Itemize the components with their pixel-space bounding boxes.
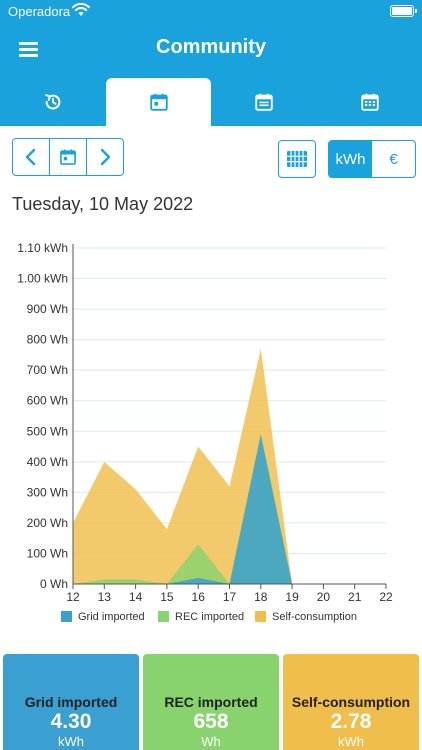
x-tick-label: 12 — [66, 590, 80, 604]
x-tick-label: 20 — [317, 590, 331, 604]
pick-date-button[interactable] — [50, 139, 87, 175]
card-unit: Wh — [201, 734, 221, 749]
clock-refresh-icon — [44, 94, 60, 110]
legend-swatch — [255, 611, 266, 622]
calendar-icon — [60, 149, 76, 165]
y-tick-label: 300 Wh — [27, 485, 68, 499]
legend-label[interactable]: REC imported — [175, 611, 244, 623]
x-tick-label: 22 — [379, 590, 393, 604]
card-grid-imported: Grid imported 4.30 kWh — [3, 654, 139, 750]
card-value: 4.30 — [50, 710, 92, 733]
menu-icon[interactable] — [18, 38, 40, 60]
status-bar: Operadora — [0, 0, 422, 24]
legend-swatch — [61, 611, 72, 622]
card-label: Grid imported — [24, 694, 118, 710]
y-tick-label: 100 Wh — [27, 546, 68, 560]
y-tick-label: 0 Wh — [40, 577, 68, 591]
x-tick-label: 13 — [98, 590, 112, 604]
calendar-list-icon — [254, 93, 273, 111]
calendar-month-icon — [360, 93, 379, 111]
card-unit: kWh — [338, 734, 364, 749]
tab-realtime[interactable] — [0, 78, 105, 126]
chevron-right-icon — [100, 148, 111, 166]
period-tabs — [0, 78, 422, 126]
battery-icon — [390, 5, 417, 17]
carrier-label: Operadora — [8, 4, 71, 19]
x-tick-label: 19 — [285, 590, 299, 604]
selected-date: Tuesday, 10 May 2022 — [12, 194, 194, 214]
tab-month[interactable] — [317, 78, 422, 126]
card-unit: kWh — [58, 734, 84, 749]
y-tick-label: 900 Wh — [27, 302, 68, 316]
legend-label[interactable]: Self-consumption — [272, 611, 357, 623]
next-day-button[interactable] — [87, 139, 123, 175]
y-tick-label: 200 Wh — [27, 516, 68, 530]
x-tick-label: 15 — [160, 590, 174, 604]
prev-day-button[interactable] — [13, 139, 50, 175]
calendar-day-icon — [149, 93, 168, 111]
y-tick-label: 1.10 kWh — [17, 241, 68, 255]
unit-euro-button[interactable]: € — [389, 150, 398, 168]
tab-week[interactable] — [211, 78, 316, 126]
y-tick-label: 1.00 kWh — [17, 272, 68, 286]
app-header: Operadora Community — [0, 0, 422, 126]
x-tick-label: 16 — [192, 590, 206, 604]
summary-cards: Grid imported 4.30 kWh REC imported 658 … — [0, 654, 422, 750]
tab-day[interactable] — [106, 78, 211, 126]
card-label: Self-consumption — [291, 694, 411, 710]
date-navigation — [12, 138, 124, 176]
x-tick-label: 18 — [254, 590, 268, 604]
unit-kwh-button[interactable]: kWh — [329, 141, 372, 177]
chevron-left-icon — [25, 148, 36, 166]
x-tick-label: 21 — [348, 590, 362, 604]
card-rec-imported: REC imported 658 Wh — [143, 654, 279, 750]
energy-chart: 0 Wh 100 Wh 200 Wh 300 Wh 400 Wh 500 Wh 600 Wh… — [17, 241, 393, 623]
legend-label[interactable]: Grid imported — [78, 611, 145, 623]
y-tick-label: 500 Wh — [27, 424, 68, 438]
legend-swatch — [158, 611, 169, 622]
y-tick-label: 400 Wh — [27, 455, 68, 469]
y-tick-label: 800 Wh — [27, 333, 68, 347]
x-tick-label: 17 — [223, 590, 237, 604]
page-title: Community — [156, 36, 266, 58]
grid-icon — [287, 151, 307, 167]
table-view-button[interactable] — [278, 140, 316, 178]
y-tick-label: 700 Wh — [27, 363, 68, 377]
card-value: 2.78 — [330, 710, 372, 733]
card-self-consumption: Self-consumption 2.78 kWh — [283, 654, 419, 750]
y-tick-label: 600 Wh — [27, 394, 68, 408]
card-value: 658 — [193, 710, 229, 733]
x-tick-label: 14 — [129, 590, 143, 604]
area-self-consumption — [73, 348, 386, 584]
wifi-icon — [72, 3, 90, 16]
unit-toggle: kWh € — [328, 140, 416, 178]
card-label: REC imported — [164, 694, 258, 710]
